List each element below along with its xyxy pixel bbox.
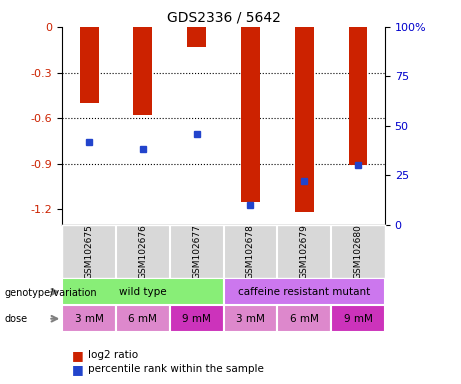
Text: 3 mM: 3 mM xyxy=(75,314,104,324)
Bar xyxy=(224,305,278,332)
Title: GDS2336 / 5642: GDS2336 / 5642 xyxy=(166,10,281,24)
Bar xyxy=(295,27,313,212)
Bar xyxy=(224,278,385,305)
Text: 6 mM: 6 mM xyxy=(290,314,319,324)
Text: ■: ■ xyxy=(71,349,83,362)
Bar xyxy=(187,27,206,47)
Bar xyxy=(331,305,385,332)
Bar xyxy=(241,27,260,202)
Text: GSM102680: GSM102680 xyxy=(354,224,362,279)
Text: 6 mM: 6 mM xyxy=(129,314,157,324)
Text: GSM102676: GSM102676 xyxy=(138,224,148,279)
Bar xyxy=(116,305,170,332)
Text: percentile rank within the sample: percentile rank within the sample xyxy=(88,364,264,374)
Bar xyxy=(170,305,224,332)
Text: 3 mM: 3 mM xyxy=(236,314,265,324)
Bar xyxy=(80,27,99,103)
Text: ■: ■ xyxy=(71,363,83,376)
Bar xyxy=(62,278,224,305)
Text: GSM102675: GSM102675 xyxy=(85,224,94,279)
Text: 9 mM: 9 mM xyxy=(182,314,211,324)
Text: GSM102678: GSM102678 xyxy=(246,224,255,279)
Text: genotype/variation: genotype/variation xyxy=(5,288,97,298)
Text: caffeine resistant mutant: caffeine resistant mutant xyxy=(238,287,370,297)
Text: log2 ratio: log2 ratio xyxy=(88,350,138,360)
Text: dose: dose xyxy=(5,314,28,324)
Bar xyxy=(134,27,152,115)
Bar xyxy=(62,305,116,332)
Bar xyxy=(278,305,331,332)
Text: 9 mM: 9 mM xyxy=(343,314,372,324)
Bar xyxy=(349,27,367,166)
Text: wild type: wild type xyxy=(119,287,167,297)
Text: GSM102679: GSM102679 xyxy=(300,224,309,279)
Text: GSM102677: GSM102677 xyxy=(192,224,201,279)
